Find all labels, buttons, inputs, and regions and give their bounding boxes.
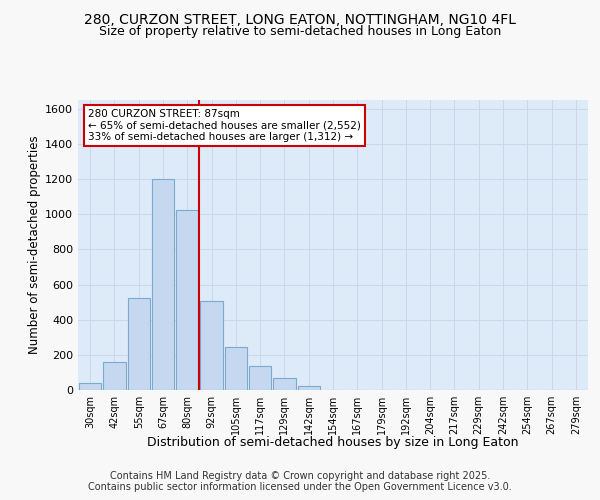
- Bar: [152, 179, 174, 390]
- Text: Distribution of semi-detached houses by size in Long Eaton: Distribution of semi-detached houses by …: [147, 436, 519, 449]
- Bar: [103, 362, 125, 390]
- Bar: [176, 210, 199, 390]
- Text: Size of property relative to semi-detached houses in Long Eaton: Size of property relative to semi-detach…: [99, 25, 501, 38]
- Bar: [224, 347, 247, 390]
- Bar: [128, 298, 150, 390]
- Text: Contains HM Land Registry data © Crown copyright and database right 2025.
Contai: Contains HM Land Registry data © Crown c…: [88, 471, 512, 492]
- Bar: [79, 383, 101, 390]
- Bar: [298, 386, 320, 390]
- Y-axis label: Number of semi-detached properties: Number of semi-detached properties: [28, 136, 41, 354]
- Bar: [273, 378, 296, 390]
- Text: 280 CURZON STREET: 87sqm
← 65% of semi-detached houses are smaller (2,552)
33% o: 280 CURZON STREET: 87sqm ← 65% of semi-d…: [88, 108, 361, 142]
- Bar: [249, 366, 271, 390]
- Text: 280, CURZON STREET, LONG EATON, NOTTINGHAM, NG10 4FL: 280, CURZON STREET, LONG EATON, NOTTINGH…: [84, 12, 516, 26]
- Bar: [200, 301, 223, 390]
